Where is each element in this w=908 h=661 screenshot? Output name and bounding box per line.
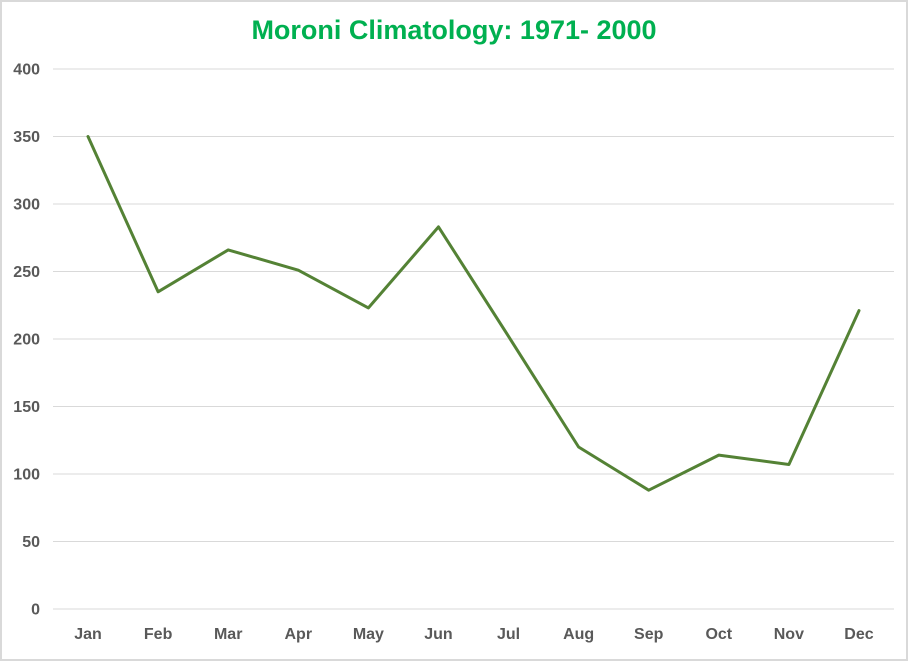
y-axis-tick-label: 150 [13,399,40,416]
x-axis-tick-label: Dec [844,626,873,643]
y-axis-tick-label: 100 [13,467,40,484]
y-axis-tick-label: 400 [13,62,40,79]
x-axis-tick-label: Aug [563,626,594,643]
y-axis-tick-label: 350 [13,129,40,146]
y-axis-tick-label: 0 [31,602,40,619]
data-series-line [86,135,861,492]
y-axis-tick-label: 250 [13,264,40,281]
chart-title: Moroni Climatology: 1971- 2000 [251,15,657,45]
y-axis-tick-label: 200 [13,332,40,349]
x-axis-tick-label: May [353,626,384,643]
x-axis-tick-label: Apr [285,626,313,643]
y-axis-tick-label: 50 [22,534,40,551]
x-axis-tick-label: Jul [497,626,520,643]
x-axis-tick-label: Jan [74,626,102,643]
x-axis-tick-label: Oct [705,626,732,643]
x-axis-tick-label: Feb [144,626,173,643]
y-axis-tick-label: 300 [13,197,40,214]
x-axis-tick-label: Jun [424,626,452,643]
x-axis-tick-label: Nov [774,626,804,643]
x-axis-tick-label: Sep [634,626,664,643]
x-axis-tick-label: Mar [214,626,242,643]
